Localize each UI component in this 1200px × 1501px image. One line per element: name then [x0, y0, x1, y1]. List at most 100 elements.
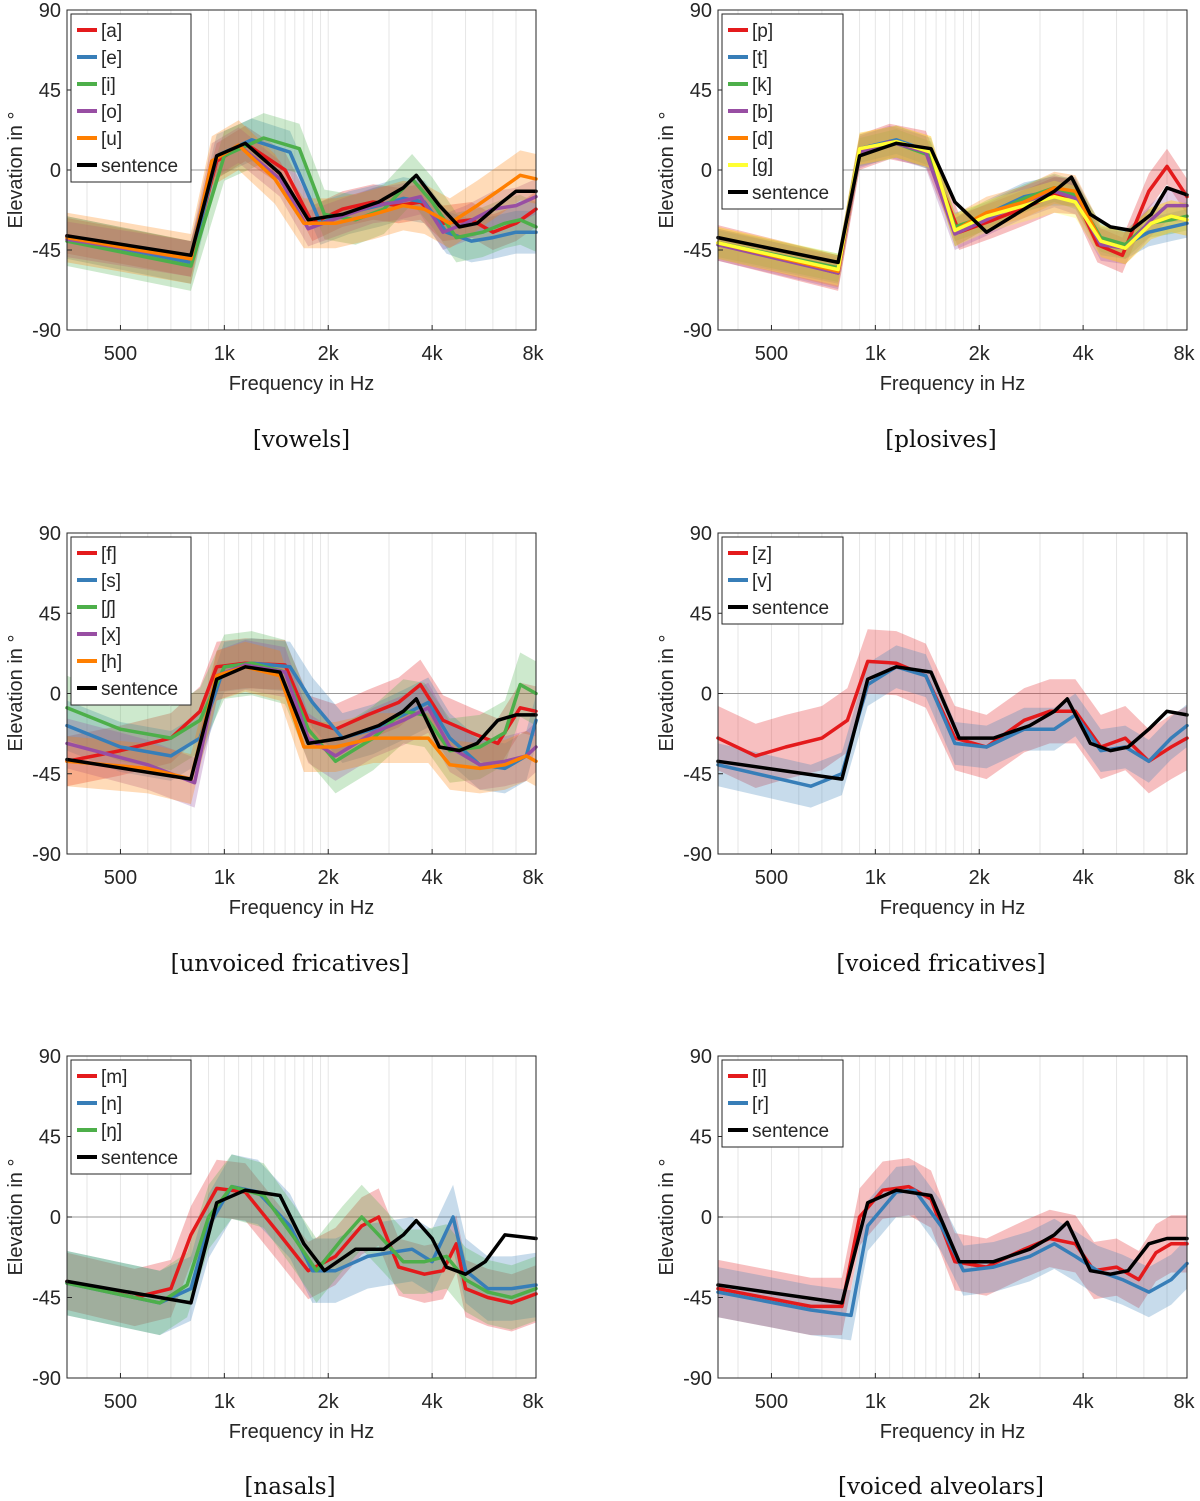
- x-tick-label: 500: [104, 1391, 137, 1413]
- y-tick-label: 0: [50, 684, 61, 706]
- legend-label-n: [n]: [101, 1094, 122, 1115]
- chart-unvoiced-fricatives: 500 1k 2k 4k 8k -90 -45 0 45 90 Frequency in Hz E…: [5, 523, 545, 977]
- legend-label-sentence: sentence: [752, 183, 829, 204]
- y-tick-label: 45: [690, 1127, 712, 1149]
- x-tick-label: 8k: [1173, 1391, 1195, 1413]
- x-tick-label: 1k: [214, 1391, 236, 1413]
- panel-caption: [plosives]: [885, 427, 996, 453]
- band-s: [67, 638, 536, 794]
- y-axis-label: Elevation in °: [5, 635, 27, 752]
- series-lines: [65, 1184, 538, 1305]
- legend-label-b: [b]: [752, 102, 773, 123]
- y-axis-label: Elevation in °: [5, 112, 27, 229]
- y-tick-label: -90: [32, 1368, 61, 1390]
- y-tick-label: -45: [32, 1288, 61, 1310]
- tick-labels: 500 1k 2k 4k 8k -90 -45 0 45 90: [683, 0, 1195, 365]
- band-p: [718, 123, 1187, 291]
- x-tick-label: 8k: [522, 1391, 544, 1413]
- y-tick-label: -45: [683, 240, 712, 262]
- legend-label-r: [r]: [752, 1094, 769, 1115]
- legend: [z] [v] sentence: [721, 536, 844, 625]
- y-tick-label: 45: [39, 1127, 61, 1149]
- y-tick-label: 0: [701, 684, 712, 706]
- legend-label-sentence: sentence: [752, 1121, 829, 1142]
- band-e: [67, 118, 536, 284]
- line-z: [716, 659, 1189, 764]
- legend-label-h: [h]: [101, 652, 122, 673]
- y-tick-label: 90: [690, 0, 712, 22]
- y-tick-label: -90: [683, 844, 712, 866]
- legend-label-sentence: sentence: [101, 679, 178, 700]
- line-sentence: [65, 665, 538, 781]
- grid: [67, 1056, 536, 1378]
- y-tick-label: 45: [690, 80, 712, 102]
- tick-labels: 500 1k 2k 4k 8k -90 -45 0 45 90: [32, 523, 544, 889]
- legend-label-v: [v]: [752, 571, 772, 592]
- x-tick-label: 2k: [969, 1391, 991, 1413]
- y-tick-label: 90: [690, 523, 712, 545]
- x-tick-label: 1k: [214, 343, 236, 365]
- y-tick-label: -90: [32, 844, 61, 866]
- legend-label-o: [o]: [101, 102, 122, 123]
- y-axis-label: Elevation in °: [5, 1159, 27, 1276]
- y-tick-label: -90: [683, 1368, 712, 1390]
- x-tick-label: 2k: [969, 867, 991, 889]
- series-lines: [65, 661, 538, 785]
- x-tick-label: 8k: [522, 343, 544, 365]
- tick-labels: 500 1k 2k 4k 8k -90 -45 0 45 90: [683, 523, 1195, 889]
- legend-label-s: [s]: [101, 571, 121, 592]
- x-tick-label: 4k: [1073, 1391, 1095, 1413]
- y-tick-label: 90: [39, 0, 61, 22]
- legend-box: [70, 536, 192, 706]
- x-axis-label: Frequency in Hz: [880, 373, 1026, 395]
- y-tick-label: -45: [32, 764, 61, 786]
- legend: [a] [e] [i] [o] [u] sentence: [70, 13, 192, 183]
- line-r: [716, 1188, 1189, 1318]
- tick-labels: 500 1k 2k 4k 8k -90 -45 0 45 90: [32, 0, 544, 365]
- y-tick-label: 45: [39, 603, 61, 625]
- panel-caption: [voiced fricatives]: [836, 951, 1045, 977]
- chart-voiced-fricatives: 500 1k 2k 4k 8k -90 -45 0 45 90 Frequency in Hz E…: [656, 523, 1196, 977]
- y-tick-label: 0: [701, 160, 712, 182]
- y-tick-label: -45: [683, 764, 712, 786]
- x-tick-label: 4k: [1073, 343, 1095, 365]
- y-tick-label: 45: [690, 603, 712, 625]
- x-axis-label: Frequency in Hz: [229, 1421, 375, 1443]
- legend-label-m: [m]: [101, 1067, 127, 1088]
- y-tick-label: -45: [683, 1288, 712, 1310]
- series-lines: [716, 138, 1189, 275]
- legend-label-sentence: sentence: [752, 598, 829, 619]
- x-tick-label: 500: [104, 867, 137, 889]
- y-axis-label: Elevation in °: [656, 635, 678, 752]
- legend-label-a: [a]: [101, 21, 122, 42]
- chart-nasals: 500 1k 2k 4k 8k -90 -45 0 45 90 Frequency in Hz E…: [5, 1046, 545, 1500]
- y-tick-label: 0: [701, 1207, 712, 1229]
- line-sentence: [716, 665, 1189, 781]
- legend-label-i: [i]: [101, 75, 116, 96]
- legend-label-t: [t]: [752, 48, 768, 69]
- x-tick-label: 2k: [318, 343, 340, 365]
- x-tick-label: 500: [755, 1391, 788, 1413]
- tick-labels: 500 1k 2k 4k 8k -90 -45 0 45 90: [32, 1046, 544, 1413]
- x-tick-label: 4k: [422, 343, 444, 365]
- grid: [718, 533, 1187, 854]
- legend-label-g: [g]: [752, 156, 773, 177]
- line-sentence: [65, 141, 538, 258]
- panel-caption: [unvoiced fricatives]: [171, 951, 410, 977]
- line-series: [65, 1184, 538, 1305]
- x-tick-label: 1k: [214, 867, 236, 889]
- legend-label-f: [f]: [101, 544, 117, 565]
- x-axis-label: Frequency in Hz: [229, 373, 375, 395]
- line-series: [65, 661, 538, 764]
- legend-label-sentence: sentence: [101, 156, 178, 177]
- line-sentence: [716, 1188, 1189, 1305]
- chart-plosives: 500 1k 2k 4k 8k -90 -45 0 45 90 Frequency in Hz E…: [656, 0, 1196, 453]
- x-axis-label: Frequency in Hz: [880, 1421, 1026, 1443]
- band-k: [718, 129, 1187, 282]
- legend-label-e: [e]: [101, 48, 122, 69]
- y-tick-label: 45: [39, 80, 61, 102]
- line-g: [716, 139, 1189, 272]
- line-sentence: [716, 141, 1189, 265]
- x-tick-label: 1k: [865, 1391, 887, 1413]
